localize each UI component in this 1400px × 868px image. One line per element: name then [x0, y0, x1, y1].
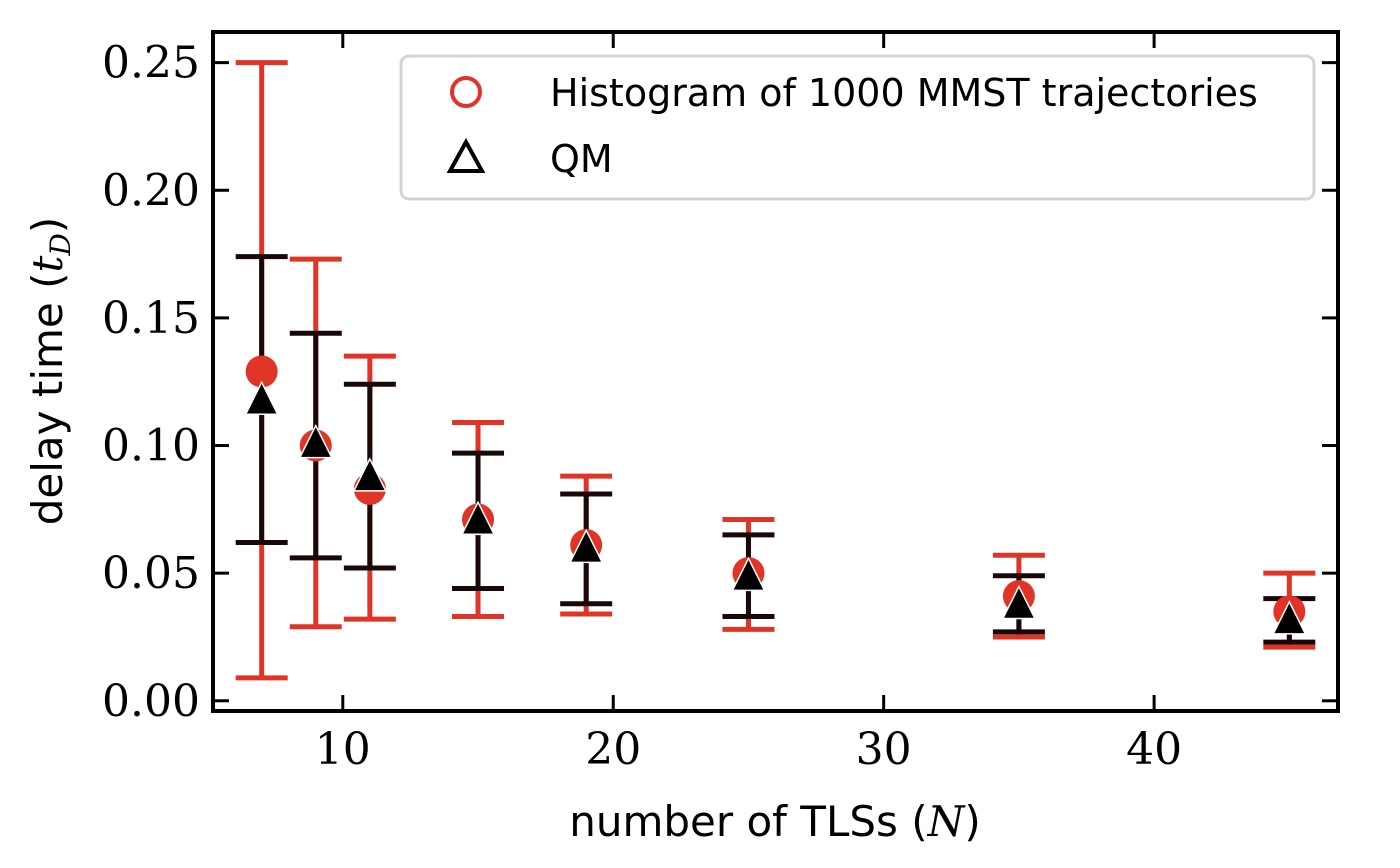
- legend-label-mmst: Histogram of 1000 MMST trajectories: [550, 71, 1258, 115]
- x-tick-label: 30: [856, 724, 912, 775]
- data-point-circle: [245, 355, 278, 388]
- legend-marker-triangle-icon: [446, 137, 486, 173]
- legend: Histogram of 1000 MMST trajectories QM: [399, 54, 1316, 201]
- data-point-triangle: [352, 457, 388, 492]
- data-point-triangle: [731, 556, 766, 592]
- plot-frame: [211, 30, 1340, 713]
- legend-marker-circle-icon: [450, 76, 482, 108]
- y-tick-label: 0.10: [102, 421, 200, 472]
- y-tick-label: 0.15: [102, 293, 200, 344]
- data-point-triangle: [568, 528, 604, 564]
- y-axis-label: delay time (tD): [23, 217, 77, 526]
- y-tick-label: 0.25: [102, 38, 200, 89]
- y-tick-label: 0.20: [102, 165, 200, 216]
- data-point-triangle: [244, 380, 279, 416]
- data-point-triangle: [1001, 584, 1037, 620]
- data-points-layer: [244, 355, 1307, 635]
- x-tick-label: 40: [1126, 724, 1182, 775]
- x-tick-label: 10: [315, 724, 371, 775]
- axis-ticks-layer: 10 20 30 40 0.00 0.05 0.10 0.15 0.20 0.25: [102, 32, 1338, 775]
- data-point-triangle: [460, 500, 496, 536]
- legend-box: [399, 54, 1316, 201]
- x-axis-label: number of TLSs (N): [569, 797, 981, 846]
- x-tick-label: 20: [585, 724, 641, 775]
- legend-label-qm: QM: [550, 137, 613, 181]
- y-tick-label: 0.05: [102, 548, 200, 599]
- data-point-triangle: [1272, 600, 1307, 635]
- y-tick-label: 0.00: [102, 676, 200, 727]
- data-point-triangle: [298, 424, 333, 459]
